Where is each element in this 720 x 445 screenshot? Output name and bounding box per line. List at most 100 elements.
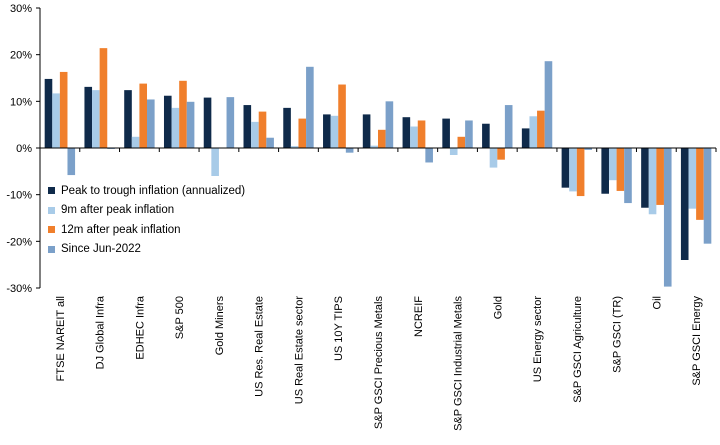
- bar: [425, 148, 433, 163]
- bar: [251, 121, 259, 148]
- bar: [330, 115, 339, 148]
- y-tick-label: -10%: [6, 190, 32, 202]
- bar: [703, 148, 712, 244]
- bar: [99, 48, 108, 148]
- bar: [258, 111, 267, 148]
- category-label: S&P GSCI (TR): [612, 296, 624, 373]
- legend-item-peak-to-trough: Peak to trough inflation (annualized): [48, 181, 245, 201]
- y-tick-label: 30%: [10, 3, 32, 15]
- y-tick-label: 0%: [16, 143, 32, 155]
- bar: [616, 148, 625, 191]
- bar: [402, 117, 411, 148]
- legend-swatch: [48, 245, 55, 253]
- y-tick-label: -30%: [6, 283, 32, 295]
- legend-swatch: [48, 206, 55, 214]
- category-label: US Res. Real Estate: [254, 296, 266, 397]
- bar: [497, 148, 505, 160]
- bar: [696, 148, 704, 220]
- bar: [537, 110, 545, 148]
- bar: [465, 120, 473, 148]
- legend-item-9m: 9m after peak inflation: [48, 201, 245, 221]
- bar: [378, 129, 386, 148]
- bar: [362, 114, 371, 148]
- bar: [298, 118, 307, 148]
- bar: [323, 114, 331, 148]
- bar: [370, 145, 378, 148]
- bar: [584, 148, 593, 150]
- bar: [521, 128, 530, 148]
- bar: [283, 107, 291, 148]
- bar: [131, 136, 140, 148]
- bar: [211, 148, 219, 176]
- bar: [290, 146, 299, 148]
- bar: [449, 148, 458, 155]
- bar: [385, 101, 394, 148]
- bar: [442, 118, 450, 148]
- bar: [544, 61, 553, 149]
- category-label: S&P 500: [174, 296, 186, 339]
- y-axis: -30% -20% -10% 0% 10% 20% 30%: [6, 3, 41, 295]
- bar: [52, 93, 60, 148]
- bar: [186, 101, 195, 148]
- bar: [345, 148, 354, 153]
- y-tick-label: 20%: [10, 50, 32, 62]
- legend-item-since-jun-2022: Since Jun-2022: [48, 240, 245, 260]
- category-label: S&P GSCI Energy: [691, 296, 703, 386]
- bar: [482, 123, 490, 148]
- bar: [569, 148, 577, 192]
- bar: [163, 95, 172, 148]
- bar: [641, 148, 649, 208]
- bar: [688, 148, 697, 209]
- category-label: US Real Estate sector: [294, 296, 306, 405]
- bar: [608, 148, 617, 181]
- category-label: Oil: [651, 296, 663, 309]
- bar: [139, 83, 148, 148]
- category-label: Gold: [492, 296, 504, 319]
- legend-label: Since Jun-2022: [61, 243, 141, 256]
- bar: [124, 90, 132, 148]
- bar: [171, 107, 180, 148]
- bars-group: [44, 48, 712, 287]
- category-label: S&P GSCI Precious Metals: [373, 296, 385, 430]
- category-label: S&P GSCI Agriculture: [572, 296, 584, 403]
- legend-item-12m: 12m after peak inflation: [48, 220, 245, 240]
- bar: [179, 80, 187, 148]
- category-label: US Energy sector: [532, 296, 544, 383]
- bar: [663, 148, 672, 287]
- bar: [529, 116, 538, 148]
- category-label: EDHEC Infra: [134, 295, 146, 359]
- bar: [410, 126, 418, 148]
- legend-label: Peak to trough inflation (annualized): [61, 184, 246, 197]
- bar: [504, 105, 513, 148]
- x-axis: [39, 147, 717, 152]
- bar: [417, 120, 426, 148]
- category-label: DJ Global Infra: [95, 295, 107, 369]
- bar: [489, 148, 498, 168]
- bar: [243, 105, 252, 148]
- bar: [561, 148, 570, 188]
- bar: [147, 99, 155, 148]
- bar: [457, 136, 466, 148]
- bar: [576, 148, 585, 197]
- bar: [67, 148, 76, 176]
- legend-label: 9m after peak inflation: [61, 204, 175, 217]
- legend-swatch: [48, 226, 55, 234]
- bar: [648, 148, 657, 215]
- bar: [601, 148, 609, 194]
- bar: [92, 90, 100, 148]
- y-tick-label: 10%: [10, 96, 32, 108]
- legend-label: 12m after peak inflation: [61, 223, 181, 236]
- bar: [338, 84, 346, 148]
- bar: [656, 148, 664, 205]
- bar: [226, 97, 235, 148]
- category-label: S&P GSCI Industrial Metals: [453, 296, 465, 431]
- bar: [266, 137, 274, 148]
- bar: [306, 66, 314, 148]
- category-label: Gold Miners: [214, 296, 226, 356]
- bar: [624, 148, 632, 204]
- category-label: NCREIF: [413, 296, 425, 337]
- bar: [203, 97, 212, 148]
- bar: [44, 78, 53, 148]
- bar: [59, 71, 68, 148]
